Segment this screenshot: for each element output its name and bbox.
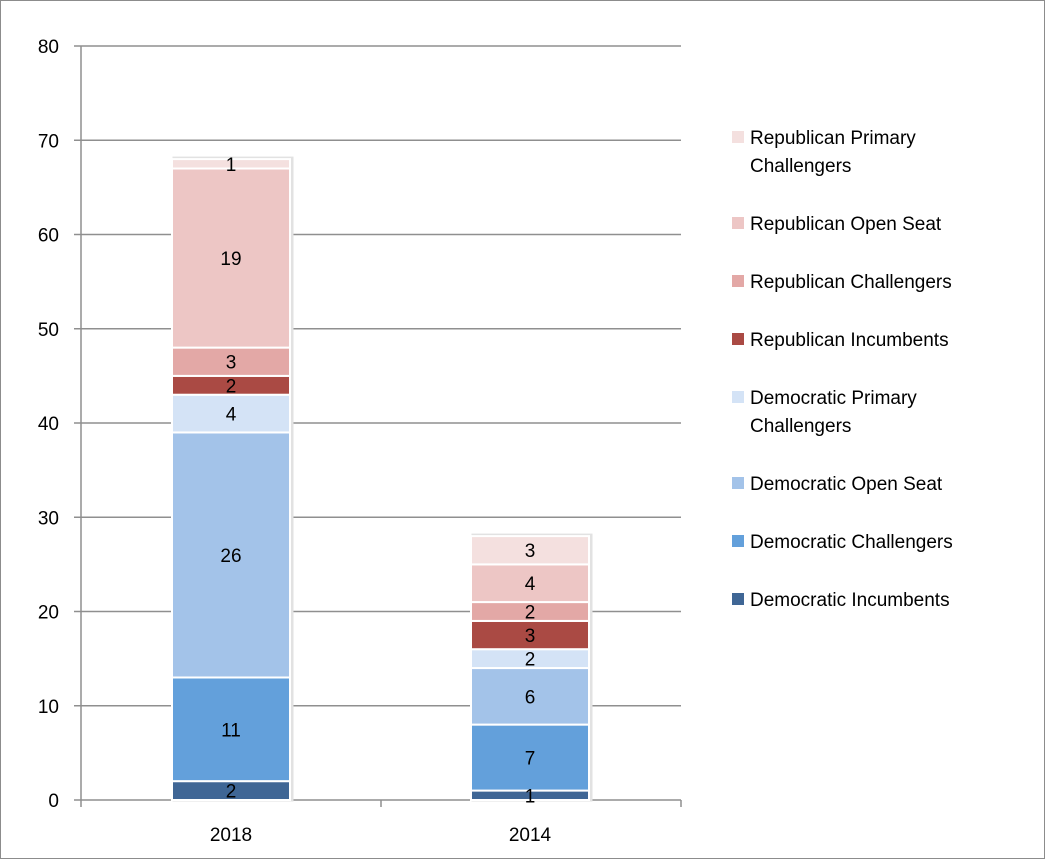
legend-item-republican-challengers: Republican Challengers xyxy=(732,272,952,293)
data-label-2014-democratic-primary-challengers: 2 xyxy=(525,650,536,671)
data-label-2014-democratic-challengers: 7 xyxy=(525,749,536,770)
legend-swatch-democratic-challengers xyxy=(732,535,744,547)
data-label-2018-democratic-incumbents: 2 xyxy=(226,782,237,803)
legend-label-republican-challengers: Republican Challengers xyxy=(750,272,952,293)
legend-label-republican-open-seat: Republican Open Seat xyxy=(750,214,942,235)
legend-item-democratic-open-seat: Democratic Open Seat xyxy=(732,474,943,495)
bar-segment-2014-democratic-challengers xyxy=(470,723,590,792)
y-tick-label-20: 20 xyxy=(38,603,59,624)
legend-label-democratic-open-seat: Democratic Open Seat xyxy=(750,474,943,495)
data-label-2018-republican-open-seat: 19 xyxy=(220,249,241,270)
data-label-2014-republican-incumbents: 3 xyxy=(525,626,536,647)
legend-swatch-republican-open-seat xyxy=(732,217,744,229)
axes: 0 10 20 30 40 50 60 70 80 2018 2014 xyxy=(38,37,682,846)
bar-segment-2018-republican-open-seat xyxy=(171,167,291,349)
legend-item-democratic-challengers: Democratic Challengers xyxy=(732,532,953,553)
y-tick-label-30: 30 xyxy=(38,508,59,529)
legend-item-republican-primary-challengers: Republican Primary Challengers xyxy=(732,128,916,177)
x-tick-label-2014: 2014 xyxy=(509,825,552,846)
y-tick-label-40: 40 xyxy=(38,414,59,435)
y-tick-label-70: 70 xyxy=(38,131,59,152)
legend-swatch-democratic-incumbents xyxy=(732,593,744,605)
bar-segment-2018-republican-primary-challengers xyxy=(171,158,291,170)
legend-swatch-republican-primary-challengers xyxy=(732,131,744,143)
legend-swatch-republican-challengers xyxy=(732,275,744,287)
legend-item-republican-open-seat: Republican Open Seat xyxy=(732,214,942,235)
legend-swatch-democratic-primary-challengers xyxy=(732,391,744,403)
y-tick-label-80: 80 xyxy=(38,37,59,58)
data-label-2018-democratic-primary-challengers: 4 xyxy=(226,405,237,426)
y-tick-label-50: 50 xyxy=(38,320,59,341)
legend-swatch-republican-incumbents xyxy=(732,333,744,345)
y-tick-label-10: 10 xyxy=(38,697,59,718)
bars xyxy=(171,156,593,802)
data-label-2018-democratic-challengers: 11 xyxy=(221,720,241,741)
data-label-2014-democratic-open-seat: 6 xyxy=(525,687,536,708)
legend: Republican Primary Challengers Republican … xyxy=(732,128,953,611)
bar-segment-2018-democratic-challengers xyxy=(171,676,291,783)
legend-label-democratic-incumbents: Democratic Incumbents xyxy=(750,590,950,611)
legend-label-republican-primary-challengers: Republican Primary Challengers xyxy=(750,128,916,177)
bar-segment-2014-democratic-open-seat xyxy=(470,667,590,726)
legend-label-democratic-primary-challengers: Democratic Primary Challengers xyxy=(750,388,917,437)
bar-segment-2014-republican-primary-challengers xyxy=(470,535,590,566)
data-label-2018-republican-challengers: 3 xyxy=(226,353,237,374)
x-tick-label-2018: 2018 xyxy=(210,825,252,846)
legend-label-democratic-challengers: Democratic Challengers xyxy=(750,532,953,553)
data-label-2018-republican-incumbents: 2 xyxy=(226,376,237,397)
y-tick-label-0: 0 xyxy=(48,791,59,812)
legend-item-democratic-incumbents: Democratic Incumbents xyxy=(732,590,950,611)
data-label-2014-republican-primary-challengers: 3 xyxy=(525,541,536,562)
legend-swatch-democratic-open-seat xyxy=(732,477,744,489)
data-label-2014-democratic-incumbents: 1 xyxy=(525,786,536,807)
bar-segment-2018-democratic-open-seat xyxy=(171,431,291,679)
legend-label-republican-incumbents: Republican Incumbents xyxy=(750,330,949,351)
data-label-2018-republican-primary-challengers: 1 xyxy=(226,155,237,176)
y-tick-label-60: 60 xyxy=(38,226,59,247)
bar-segment-2018-democratic-primary-challengers xyxy=(171,393,291,434)
legend-item-democratic-primary-challengers: Democratic Primary Challengers xyxy=(732,388,917,437)
legend-item-republican-incumbents: Republican Incumbents xyxy=(732,330,949,351)
data-label-2014-republican-open-seat: 4 xyxy=(525,574,536,595)
data-label-2014-republican-challengers: 2 xyxy=(525,603,536,624)
data-label-2018-democratic-open-seat: 26 xyxy=(220,546,241,567)
